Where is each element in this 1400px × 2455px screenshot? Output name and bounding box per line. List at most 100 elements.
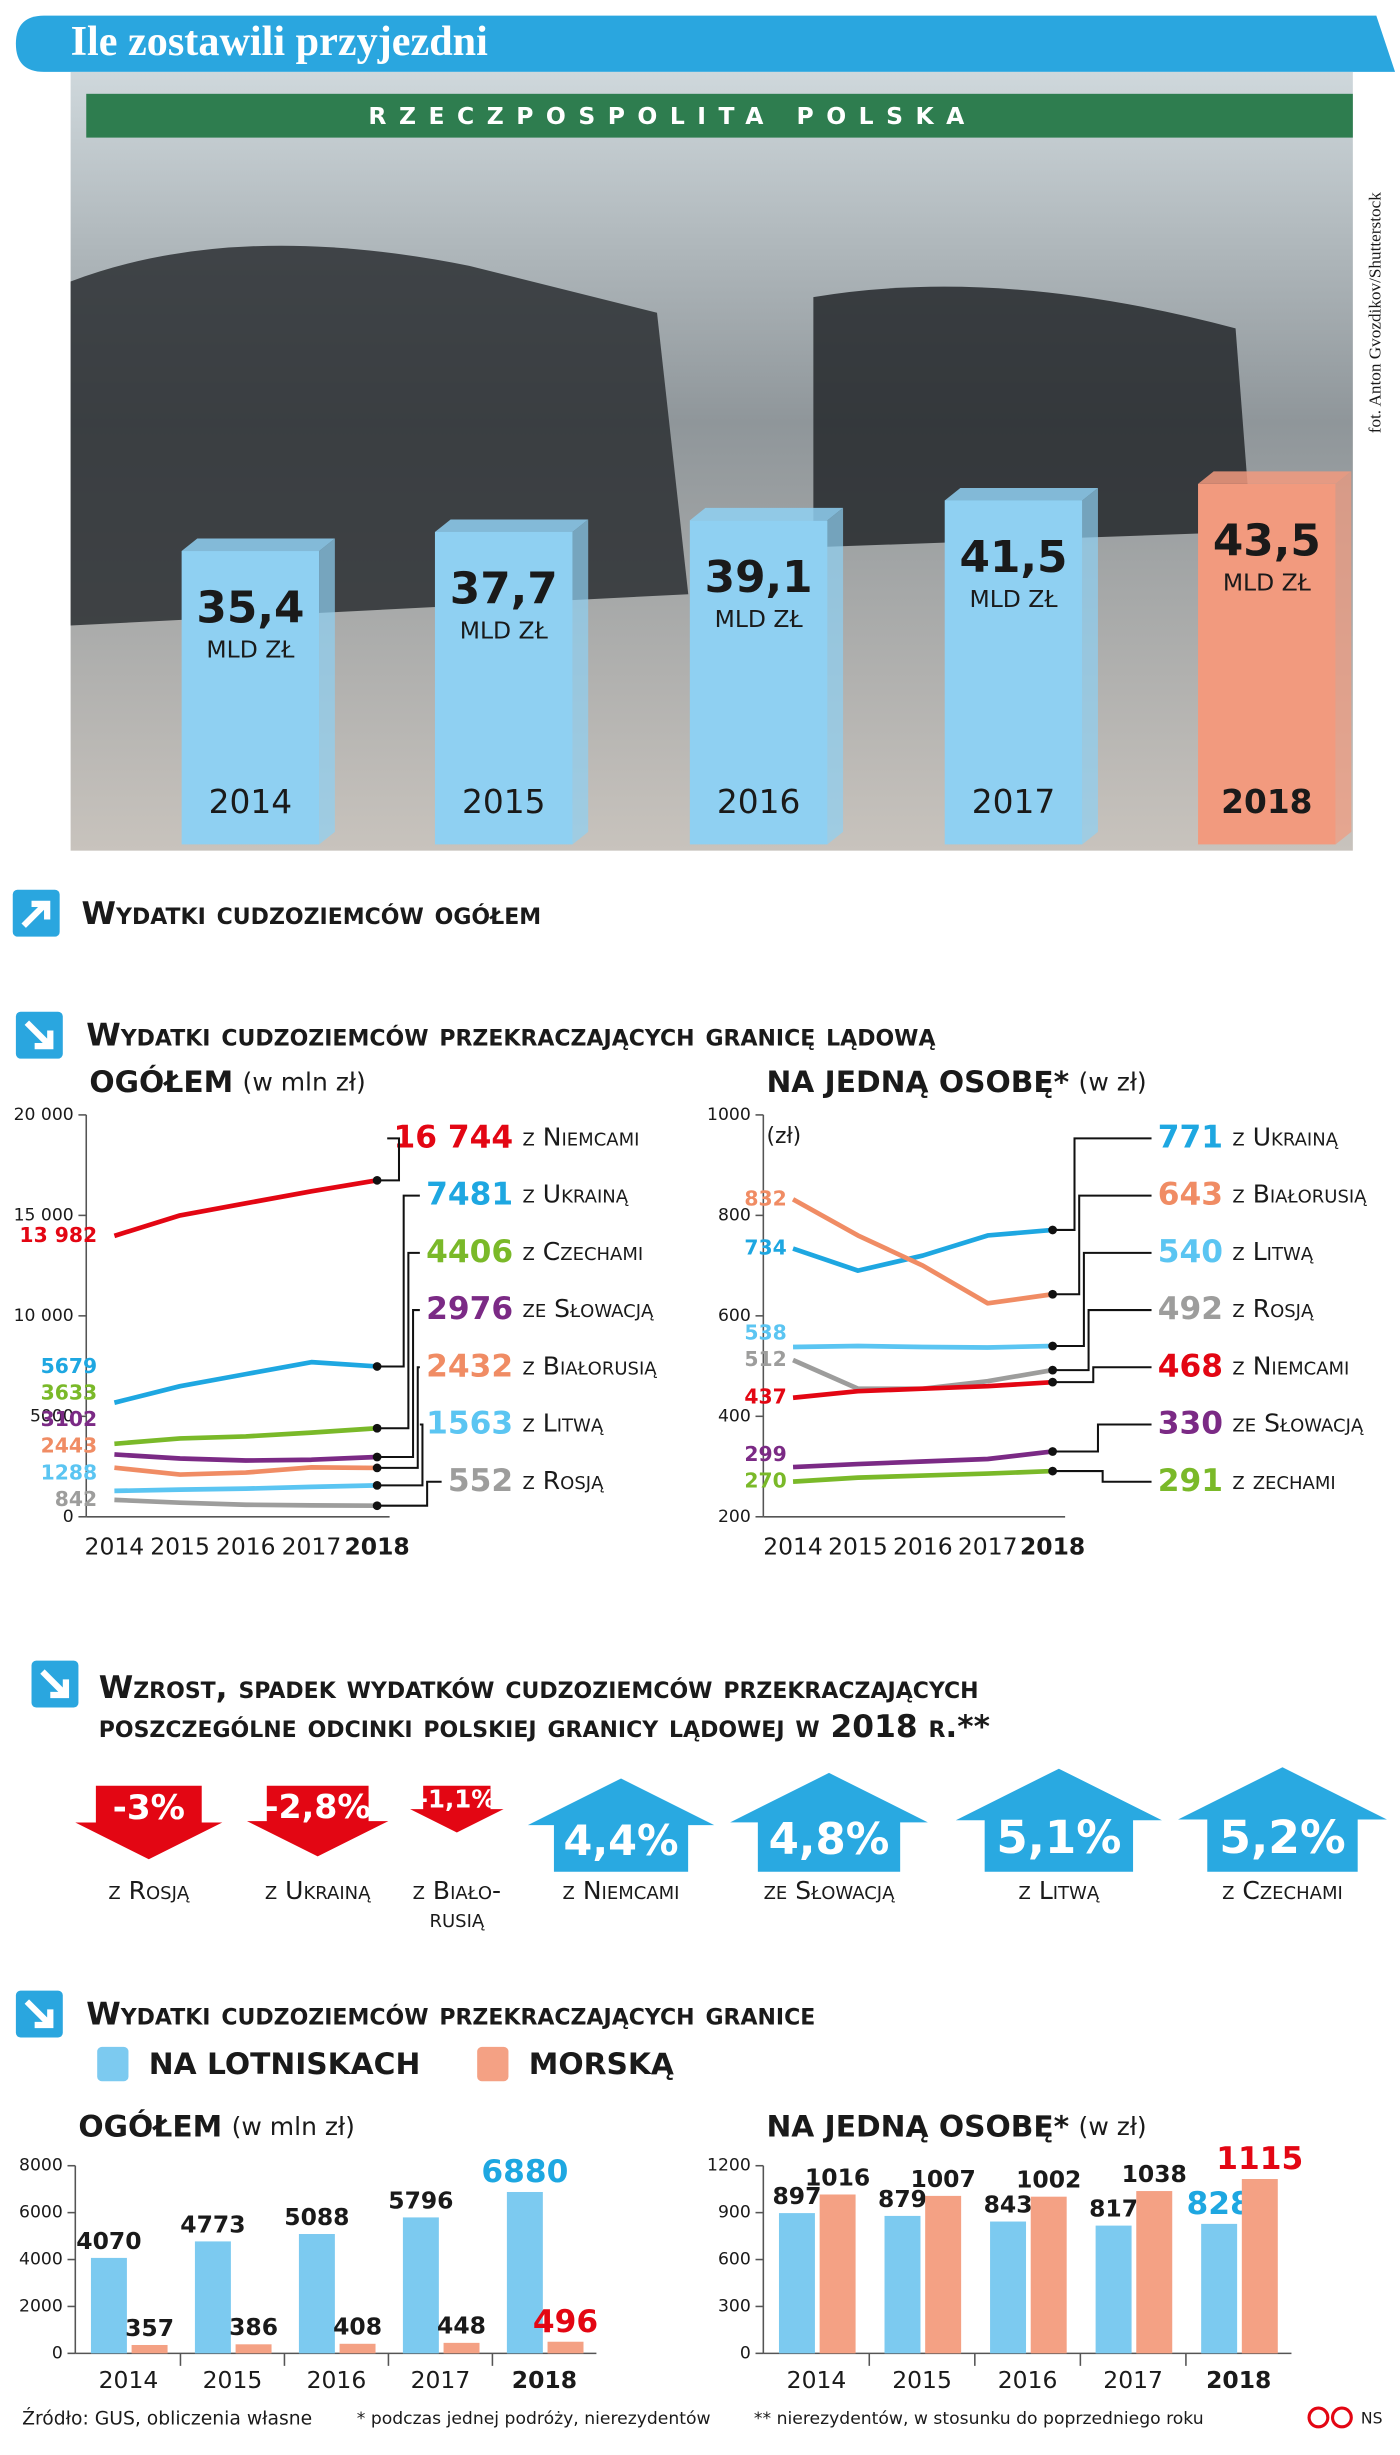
bar-top (689, 507, 844, 521)
value-label: -2,8% (265, 1787, 371, 1826)
bar (1241, 2179, 1278, 2354)
start-label: 1288 (41, 1460, 98, 1484)
start-label: 538 (744, 1320, 786, 1344)
legend-label: z Niemcami (1232, 1351, 1349, 1380)
unit-label: MLD ZŁ (460, 617, 549, 645)
category-label: 2016 (717, 783, 801, 821)
bar (884, 2215, 921, 2354)
source: Źródło: GUS, obliczenia własne (22, 2407, 312, 2430)
start-label: 3633 (41, 1381, 98, 1405)
line (792, 1379, 1053, 1401)
value-label: 1002 (1016, 2166, 1081, 2194)
value-label: -3% (113, 1788, 185, 1828)
value-label: 386 (229, 2313, 278, 2341)
y-tick-label: 0 (52, 2343, 63, 2363)
value-label: 357 (125, 2314, 174, 2342)
chart-subtitle: (w zł) (1079, 2112, 1147, 2141)
value-label: 496 (533, 2304, 598, 2340)
page-title: Ile zostawili przyjezdni (71, 18, 489, 65)
bar (402, 2217, 439, 2354)
logo (1330, 2406, 1353, 2429)
chart-subtitle: (w zł) (1079, 1068, 1147, 1097)
value-label: 4,4% (564, 1817, 679, 1865)
start-label: 437 (744, 1385, 786, 1409)
leader-line (377, 1480, 442, 1507)
bar (689, 520, 828, 845)
author: NS (1361, 2409, 1383, 2428)
chart-title: NA JEDNĄ OSOBĘ* (766, 2110, 1069, 2145)
y-tick-label: 8000 (19, 2156, 63, 2176)
x-tick-label: 2018 (1020, 1533, 1085, 1561)
legend-swatch (97, 2046, 129, 2082)
x-tick-label: 2014 (85, 1533, 145, 1561)
category-label: z Ukrainą (265, 1876, 371, 1905)
start-label: 3102 (41, 1407, 98, 1431)
chart-title: OGÓŁEM (78, 2108, 222, 2145)
chart-subtitle: (w mln zł) (243, 1068, 366, 1097)
value-label: 5088 (284, 2203, 349, 2231)
value-label: 4773 (180, 2210, 245, 2238)
photo-car (70, 245, 689, 626)
y-tick-label: 200 (718, 1507, 751, 1527)
bar (925, 2195, 962, 2354)
leader-line (377, 1423, 424, 1487)
value-label: 41,5 (960, 532, 1068, 583)
x-tick-label: 2017 (958, 1533, 1018, 1561)
x-tick-label: 2016 (307, 2366, 367, 2394)
legend-label: NA LOTNISKACH (149, 2047, 421, 2082)
start-label: 842 (55, 1487, 97, 1511)
legend-label: z Niemcami (523, 1122, 640, 1151)
bar (1136, 2191, 1173, 2354)
value-label: 448 (437, 2312, 486, 2340)
section-heading: Wydatki cudzoziemców przekraczających gr… (86, 1018, 935, 1054)
axis-label: (zł) (766, 1124, 801, 1149)
bar-side (1082, 487, 1098, 845)
category-label: z Biało-rusią (413, 1876, 501, 1933)
bar (547, 2341, 584, 2354)
bar (131, 2344, 168, 2354)
chart-title: NA JEDNĄ OSOBĘ* (766, 1065, 1069, 1100)
end-label: 7481 (426, 1177, 513, 1213)
category-label: z Litwą (1019, 1876, 1100, 1905)
x-tick-label: 2016 (998, 2366, 1058, 2394)
legend-label: z Rosją (1232, 1294, 1314, 1323)
bar (194, 2241, 231, 2354)
leader-line (377, 1137, 401, 1182)
bar (235, 2344, 272, 2354)
value-label: 39,1 (705, 552, 813, 603)
category-label: ze Słowacją (764, 1876, 895, 1905)
photo-credit: fot. Anton Gvozdikov/Shutterstock (1365, 192, 1384, 433)
line (114, 1452, 378, 1463)
start-label: 512 (744, 1347, 786, 1371)
category-label: z Czechami (1222, 1876, 1343, 1905)
legend-label: z Czechami (523, 1237, 644, 1266)
category-label: 2014 (209, 783, 293, 821)
footnote: * podczas jednej podróży, nierezydentów (357, 2409, 711, 2429)
bar (1201, 2223, 1238, 2354)
start-label: 299 (744, 1442, 786, 1466)
value-label: 897 (772, 2182, 821, 2210)
value-label: 1038 (1122, 2160, 1187, 2188)
y-tick-label: 900 (718, 2203, 751, 2223)
legend-label: z zechami (1232, 1466, 1335, 1495)
footnote: ** nierezydentów, w stosunku do poprzedn… (754, 2409, 1204, 2429)
end-label: 2976 (426, 1291, 513, 1327)
leader-line (377, 1251, 420, 1430)
bar (90, 2257, 127, 2354)
line (114, 1497, 378, 1509)
line (792, 1227, 1053, 1273)
y-tick-label: 1200 (707, 2156, 751, 2176)
section-heading: Wydatki cudzoziemców przekraczających gr… (86, 1997, 815, 2033)
unit-label: MLD ZŁ (206, 636, 295, 664)
start-label: 270 (744, 1469, 786, 1493)
x-tick-label: 2015 (150, 1533, 210, 1561)
value-label: 5796 (388, 2186, 453, 2214)
border-sign (86, 93, 1353, 138)
bar-side (319, 538, 335, 845)
line (793, 1343, 1053, 1350)
end-label: 540 (1158, 1234, 1223, 1270)
bar (339, 2343, 376, 2354)
bar (443, 2342, 480, 2354)
legend-label: MORSKĄ (529, 2047, 674, 2082)
value-label: -1,1% (418, 1785, 496, 1814)
